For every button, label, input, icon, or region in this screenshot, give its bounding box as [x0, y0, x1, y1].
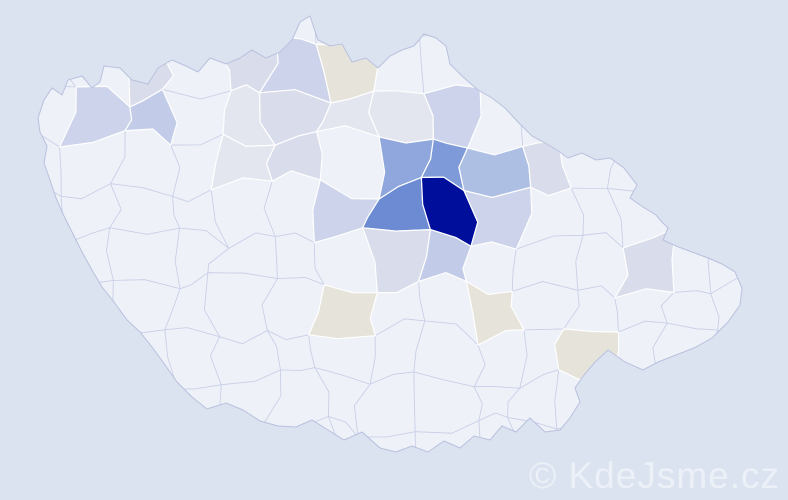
- district-cell[interactable]: [462, 186, 533, 250]
- watermark: © KdeJsme.cz: [529, 455, 780, 496]
- district-cell[interactable]: [356, 431, 434, 477]
- district-cell[interactable]: [307, 284, 379, 340]
- district-cell[interactable]: [368, 90, 435, 144]
- district-cell[interactable]: [123, 88, 178, 147]
- country-outline: [37, 15, 743, 453]
- district-cell[interactable]: [465, 280, 526, 346]
- district-cell[interactable]: [613, 226, 677, 300]
- district-cell[interactable]: [414, 419, 482, 485]
